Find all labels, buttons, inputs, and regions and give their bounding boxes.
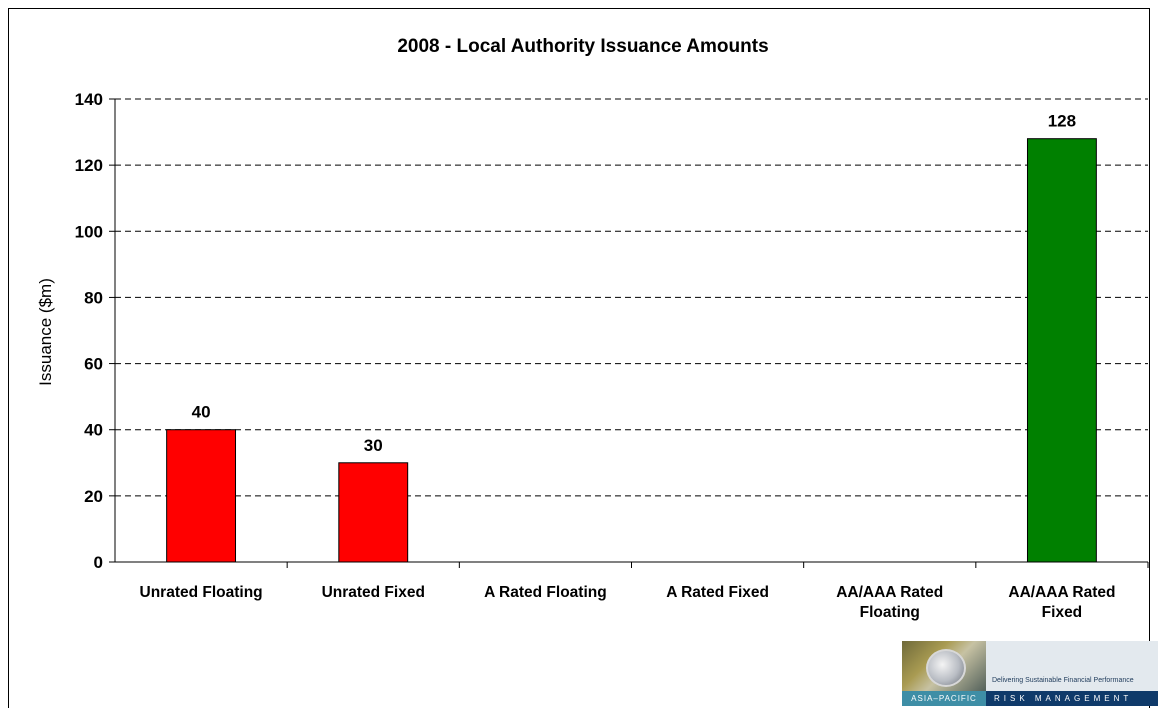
data-label: 40 <box>192 403 211 422</box>
y-tick-label: 0 <box>94 553 103 572</box>
logo-brand: RISK MANAGEMENT <box>986 691 1158 706</box>
chart-frame <box>8 8 1150 708</box>
y-tick-label: 120 <box>75 156 103 175</box>
y-axis-title: Issuance ($m) <box>36 278 55 386</box>
axes <box>109 98 1149 568</box>
y-tick-label: 80 <box>84 288 103 307</box>
bars <box>166 138 1097 563</box>
x-category-label: AA/AAA Rated <box>836 584 943 601</box>
x-category-label: AA/AAA Rated <box>1008 584 1115 601</box>
y-tick-label: 140 <box>75 90 103 109</box>
x-category-label: A Rated Fixed <box>666 584 769 601</box>
y-tick-label: 20 <box>84 487 103 506</box>
logo-image <box>902 641 986 691</box>
chart-title: 2008 - Local Authority Issuance Amounts <box>397 36 768 57</box>
data-label: 30 <box>364 436 383 455</box>
gridlines <box>115 98 1148 497</box>
x-category-label: Unrated Floating <box>140 584 263 601</box>
company-logo: Delivering Sustainable Financial Perform… <box>902 641 1158 706</box>
data-label: 128 <box>1048 112 1076 131</box>
y-tick-label: 100 <box>75 222 103 241</box>
bar <box>166 429 237 563</box>
data-labels: 40 30 128 <box>192 112 1076 455</box>
logo-region: ASIA–PACIFIC <box>902 691 986 706</box>
x-category-label: Unrated Fixed <box>322 584 425 601</box>
y-tick-label: 60 <box>84 355 103 374</box>
x-category-labels: Unrated Floating Unrated Fixed A Rated Flo… <box>140 584 1116 621</box>
bar <box>1026 138 1097 563</box>
y-tick-label: 40 <box>84 421 103 440</box>
logo-tagline: Delivering Sustainable Financial Perform… <box>986 641 1158 691</box>
x-category-label: Floating <box>860 604 920 621</box>
x-category-label: Fixed <box>1042 604 1082 621</box>
bar <box>338 462 409 563</box>
y-tick-labels: 0 20 40 60 80 100 120 140 <box>75 90 103 572</box>
x-category-label: A Rated Floating <box>484 584 607 601</box>
